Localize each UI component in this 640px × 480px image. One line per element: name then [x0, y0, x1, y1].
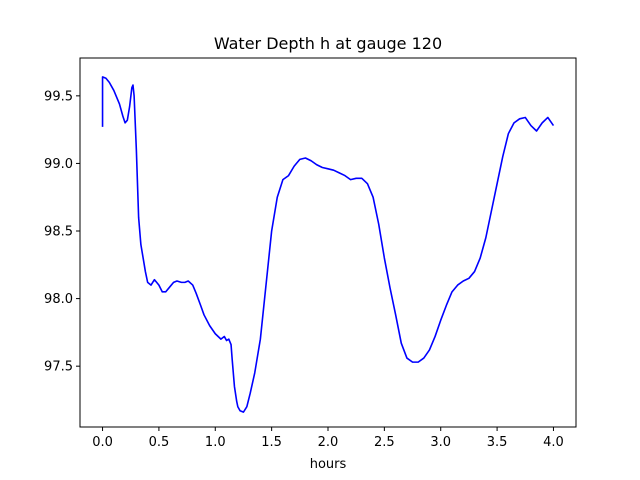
y-axis: 97.5 98.0 98.5 99.0 99.5 — [44, 89, 80, 375]
x-tick-label: 1.0 — [205, 435, 226, 450]
y-tick-label: 97.5 — [44, 360, 73, 375]
x-tick-label: 2.5 — [374, 435, 395, 450]
x-tick-label: 0.0 — [92, 435, 113, 450]
y-tick-label: 98.0 — [44, 292, 73, 307]
x-tick-label: 2.0 — [318, 435, 339, 450]
series-line-0 — [101, 76, 555, 413]
x-tick-label: 0.5 — [149, 435, 170, 450]
x-axis: 0.0 0.5 1.0 1.5 2.0 2.5 3.0 3.5 4.0 — [92, 427, 564, 450]
x-tick-label: 1.5 — [261, 435, 282, 450]
y-tick-label: 98.5 — [44, 225, 73, 240]
x-axis-label: hours — [310, 457, 347, 472]
data-layer — [101, 76, 555, 413]
x-tick-label: 3.5 — [487, 435, 508, 450]
x-tick-label: 3.0 — [430, 435, 451, 450]
y-tick-label: 99.0 — [44, 157, 73, 172]
chart-title: Water Depth h at gauge 120 — [214, 34, 442, 53]
y-tick-label: 99.5 — [44, 89, 73, 104]
x-tick-label: 4.0 — [543, 435, 564, 450]
